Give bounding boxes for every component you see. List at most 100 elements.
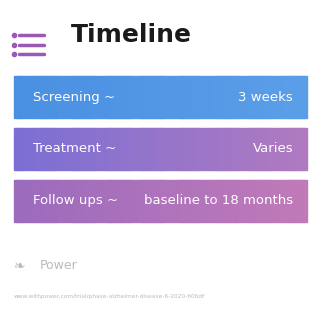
Bar	[265, 180, 268, 222]
Bar	[76, 180, 79, 222]
Bar	[294, 180, 298, 222]
Bar	[300, 180, 304, 222]
Bar	[265, 76, 268, 118]
Bar	[116, 76, 120, 118]
Bar	[84, 76, 88, 118]
Bar	[248, 180, 251, 222]
Bar	[166, 180, 169, 222]
Bar	[29, 76, 32, 118]
Bar	[251, 128, 254, 170]
Bar	[122, 180, 126, 222]
Bar	[145, 180, 149, 222]
Bar	[148, 180, 152, 222]
Bar	[300, 76, 304, 118]
Bar	[285, 128, 289, 170]
Bar	[55, 180, 59, 222]
Bar	[43, 76, 47, 118]
Bar	[151, 128, 155, 170]
Bar	[189, 128, 193, 170]
Bar	[26, 128, 29, 170]
Bar	[145, 128, 149, 170]
Bar	[271, 128, 275, 170]
Bar	[128, 180, 132, 222]
Bar	[14, 76, 18, 118]
Bar	[49, 76, 53, 118]
Bar	[294, 76, 298, 118]
Bar	[210, 180, 213, 222]
Bar	[204, 76, 207, 118]
Bar	[201, 128, 204, 170]
Bar	[192, 76, 196, 118]
Bar	[201, 180, 204, 222]
Bar	[37, 76, 41, 118]
Bar	[87, 180, 91, 222]
Bar	[256, 128, 260, 170]
Bar	[46, 128, 50, 170]
Bar	[105, 76, 108, 118]
Bar	[122, 76, 126, 118]
Bar	[78, 180, 82, 222]
Bar	[180, 180, 184, 222]
Bar	[236, 180, 239, 222]
Bar	[49, 180, 53, 222]
Bar	[84, 128, 88, 170]
Bar	[218, 76, 222, 118]
Bar	[198, 128, 202, 170]
Bar	[274, 128, 277, 170]
Bar	[90, 76, 93, 118]
Bar	[233, 128, 236, 170]
Bar	[256, 180, 260, 222]
Bar	[32, 76, 35, 118]
Bar	[64, 180, 67, 222]
Bar	[55, 128, 59, 170]
Bar	[122, 128, 126, 170]
Bar	[207, 76, 210, 118]
Bar	[102, 180, 105, 222]
Bar	[244, 76, 248, 118]
Bar	[35, 128, 38, 170]
Bar	[163, 76, 166, 118]
Bar	[303, 128, 307, 170]
Bar	[251, 180, 254, 222]
Bar	[81, 128, 85, 170]
Bar	[90, 180, 93, 222]
Bar	[113, 180, 117, 222]
Bar	[178, 128, 181, 170]
Bar	[108, 76, 111, 118]
Bar	[67, 128, 70, 170]
Bar	[84, 180, 88, 222]
Bar	[268, 76, 272, 118]
Bar	[215, 76, 219, 118]
Bar	[140, 180, 143, 222]
Bar	[26, 180, 29, 222]
Bar	[280, 76, 283, 118]
Bar	[186, 180, 190, 222]
Bar	[23, 180, 26, 222]
Bar	[128, 76, 132, 118]
Bar	[180, 76, 184, 118]
Bar	[277, 180, 280, 222]
Bar	[142, 180, 146, 222]
Bar	[105, 180, 108, 222]
Bar	[297, 180, 301, 222]
Bar	[207, 180, 210, 222]
Bar	[183, 76, 187, 118]
Bar	[233, 180, 236, 222]
Bar	[131, 180, 134, 222]
Bar	[93, 180, 96, 222]
Bar	[67, 76, 70, 118]
Bar	[105, 128, 108, 170]
Bar	[274, 76, 277, 118]
Bar	[291, 180, 295, 222]
Bar	[81, 180, 85, 222]
Bar	[20, 128, 23, 170]
Bar	[108, 128, 111, 170]
Bar	[17, 128, 20, 170]
Text: Power: Power	[39, 259, 77, 272]
Bar	[303, 180, 307, 222]
Bar	[192, 180, 196, 222]
Bar	[32, 180, 35, 222]
Bar	[236, 76, 239, 118]
Bar	[14, 180, 18, 222]
Bar	[137, 76, 140, 118]
